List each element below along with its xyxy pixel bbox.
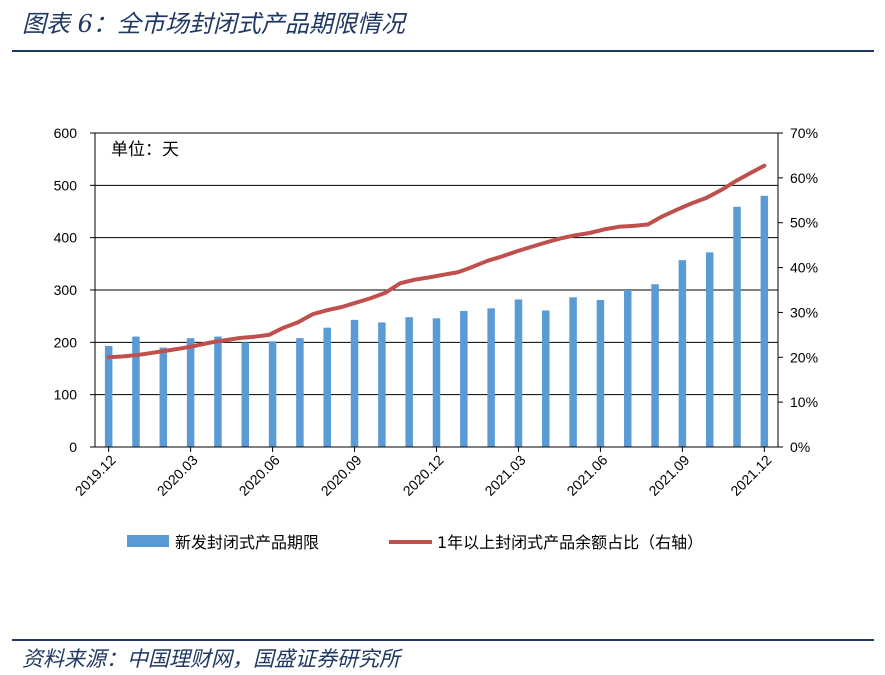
bar (214, 336, 222, 447)
right-tick-label: 70% (790, 125, 818, 141)
legend-bar-label: 新发封闭式产品期限 (175, 533, 319, 552)
bar (159, 347, 168, 447)
x-tick-label: 2020.03 (154, 452, 201, 499)
bar (323, 327, 331, 447)
bar (651, 284, 659, 447)
x-axis-ticks: 2019.12 2020.03 2020.06 2020.09 2020.12 2021.… (72, 447, 775, 499)
bar (596, 299, 605, 447)
top-rule (12, 50, 874, 52)
legend-line-label: 1年以上封闭式产品余额占比（右轴） (437, 533, 703, 552)
bar (132, 336, 140, 447)
bar (733, 206, 741, 447)
left-tick-label: 200 (54, 334, 78, 350)
bar (268, 341, 277, 447)
bar (678, 260, 687, 447)
right-tick-label: 40% (790, 260, 818, 276)
bar (623, 290, 632, 447)
bar (569, 297, 577, 447)
bar (514, 299, 523, 447)
x-tick-label: 2020.09 (318, 452, 365, 499)
bar (241, 342, 250, 447)
x-tick-label: 2020.06 (236, 452, 283, 499)
x-tick-label: 2021.03 (481, 452, 528, 499)
bar (705, 252, 714, 447)
figure-title: 图表 6：全市场封闭式产品期限情况 (22, 10, 405, 38)
left-tick-label: 500 (54, 177, 78, 193)
left-tick-label: 100 (54, 387, 78, 403)
right-tick-label: 10% (790, 394, 818, 410)
legend-bar-swatch (127, 535, 169, 547)
right-tick-label: 60% (790, 170, 818, 186)
legend: 新发封闭式产品期限 1年以上封闭式产品余额占比（右轴） (127, 533, 703, 552)
right-tick-label: 20% (790, 349, 818, 365)
left-axis-ticks: 0 100 200 300 400 500 600 (54, 125, 95, 455)
x-tick-label: 2021.06 (563, 452, 610, 499)
right-tick-label: 0% (790, 439, 810, 455)
bar (186, 338, 195, 447)
bar (296, 338, 304, 447)
bar (378, 322, 386, 447)
bar (104, 345, 113, 447)
bar (760, 195, 769, 447)
bar (542, 310, 550, 447)
unit-label: 单位：天 (111, 140, 179, 160)
right-axis-ticks: 0% 10% 20% 30% 40% 50% 60% 70% (778, 125, 818, 455)
x-tick-label: 2021.12 (727, 452, 774, 499)
left-tick-label: 300 (54, 282, 78, 298)
left-tick-label: 0 (69, 439, 77, 455)
bar (432, 318, 441, 447)
bar-series (104, 195, 769, 447)
bottom-rule (12, 639, 874, 641)
x-tick-label: 2020.12 (400, 452, 447, 499)
x-tick-label: 2019.12 (72, 452, 119, 499)
source-note: 资料来源：中国理财网，国盛证券研究所 (22, 647, 400, 671)
line-series (106, 163, 767, 360)
left-tick-label: 600 (54, 125, 78, 141)
x-tick-label: 2021.09 (645, 452, 692, 499)
bar (460, 310, 468, 447)
bar (350, 319, 359, 447)
chart: 0 100 200 300 400 500 600 0% 10% 20% 30% 40% 50% 60%… (54, 125, 818, 552)
bar (487, 308, 495, 447)
left-tick-label: 400 (54, 230, 78, 246)
bar (405, 317, 413, 447)
series-line (106, 163, 767, 360)
right-tick-label: 50% (790, 215, 818, 231)
right-tick-label: 30% (790, 304, 818, 320)
